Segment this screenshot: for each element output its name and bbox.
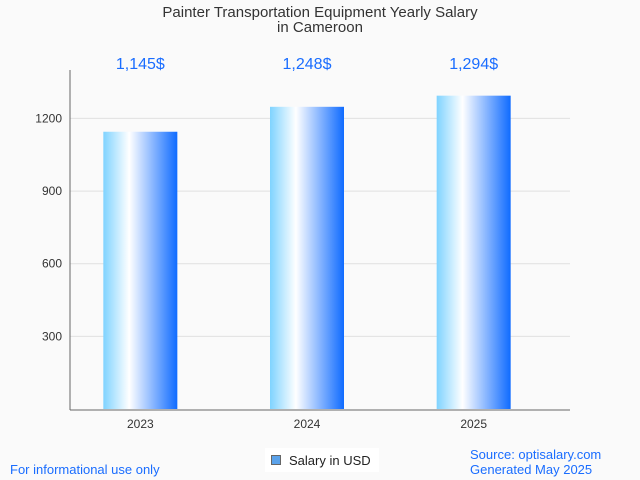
generated-date: Generated May 2025 — [470, 462, 593, 477]
bar — [270, 106, 344, 409]
data-label: 1,145$ — [116, 56, 165, 73]
x-tick-label: 2024 — [294, 417, 321, 431]
y-tick-label: 600 — [42, 257, 62, 271]
x-tick-label: 2023 — [127, 417, 154, 431]
y-tick-label: 1200 — [35, 111, 62, 125]
legend-label: Salary in USD — [289, 452, 371, 468]
data-label: 1,294$ — [449, 56, 498, 73]
source-link[interactable]: Source: optisalary.com — [470, 447, 602, 462]
disclaimer-text: For informational use only — [10, 462, 160, 477]
chart-title: Painter Transportation Equipment Yearly … — [162, 4, 478, 21]
legend-swatch — [271, 455, 281, 465]
y-tick-label: 900 — [42, 184, 62, 198]
bar — [103, 131, 178, 409]
x-tick-label: 2025 — [460, 417, 487, 431]
y-tick-label: 300 — [42, 329, 62, 343]
chart-subtitle: in Cameroon — [277, 19, 363, 36]
data-label: 1,248$ — [283, 56, 332, 73]
bar — [436, 95, 511, 409]
legend: Salary in USD — [265, 448, 379, 472]
